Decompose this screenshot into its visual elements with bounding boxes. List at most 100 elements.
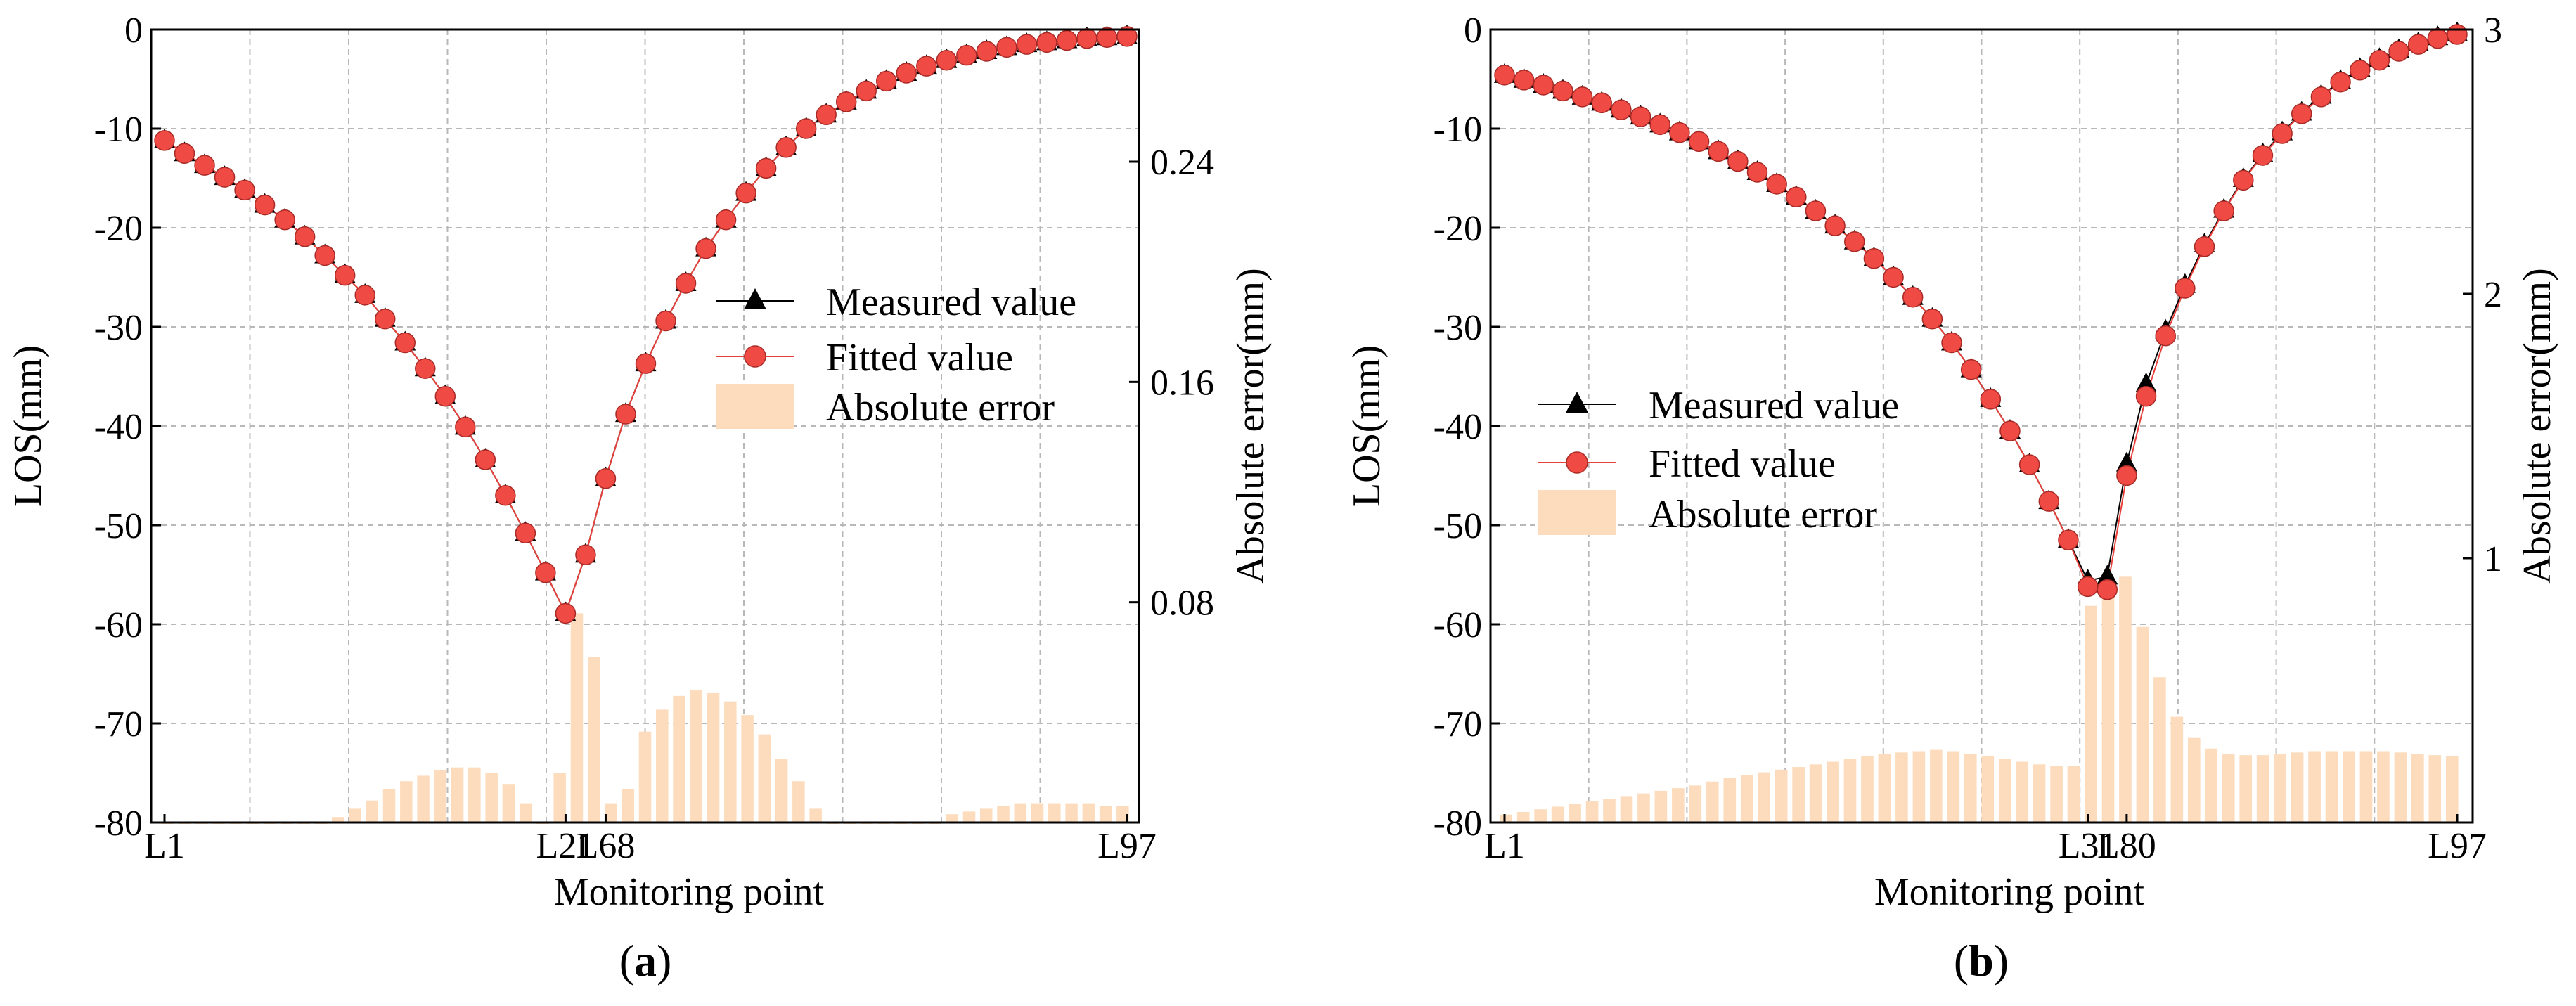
fitted-point [856,80,877,102]
y-ticks-b: 0 -10 -20 -30 -40 -50 -60 -70 -80 [1434,11,1500,844]
y-axis-label-a: LOS(mm) [6,345,50,507]
fitted-point [1766,174,1787,195]
fitted-point [1669,122,1690,143]
legend-error-label-b: Absolute error [1649,493,1877,536]
y-tick-label: -70 [1434,704,1482,744]
y-tick-label: 0 [1464,11,1482,51]
x-tick-label: L97 [2428,826,2487,866]
fitted-point [2252,145,2274,166]
error-bar [2291,752,2304,823]
error-bar [758,734,771,823]
fitted-point [1805,200,1827,221]
error-bar [2033,764,2046,823]
fitted-point [2175,278,2196,299]
fitted-point [394,332,416,354]
fitted-point [1960,359,1982,380]
error-bar [553,773,566,823]
fitted-point [274,209,295,231]
y2-axis-label-b: Absolute error(mm) [2516,268,2559,583]
fitted-point [2097,579,2118,600]
error-bar [417,775,430,823]
error-bars-a [161,613,1129,824]
error-bar [1654,790,1668,823]
error-bar [434,770,447,823]
panel-a: 0 -10 -20 -30 -40 -50 -60 -70 -80 0.08 0.16 0.24 L… [6,11,1273,986]
fitted-point [2058,529,2079,550]
fitted-point [415,358,436,379]
fitted-point [1591,92,1613,114]
error-bar [1895,752,1908,823]
error-bar [1603,799,1616,823]
fitted-point [976,41,998,62]
error-bar [1861,756,1874,823]
error-bar [2428,755,2442,823]
error-bar [1585,801,1599,823]
error-bar [2085,605,2097,823]
gridlines-b [1490,30,2473,823]
y2-tick-label: 2 [2484,275,2502,315]
y2-tick-label: 0.08 [1150,583,1214,624]
error-bar [1116,806,1129,823]
error-bar [2274,754,2286,823]
y-tick-label: -60 [1434,605,1482,645]
fitted-point [896,63,917,84]
fitted-point [2038,491,2060,512]
caption-close-a: ) [657,936,671,986]
error-bar [2308,751,2321,823]
legend-error-label-a: Absolute error [826,386,1055,430]
error-bar [366,800,379,823]
fitted-point [956,44,977,66]
y-tick-label: -40 [1434,407,1482,447]
error-bar [451,767,464,823]
series-markers-b [1494,21,2468,600]
fitted-point [2116,465,2137,486]
error-bar [1878,754,1891,823]
error-bar [2445,756,2459,823]
fitted-point [735,182,756,204]
fitted-point [916,56,937,77]
error-bar [2050,766,2063,823]
error-bar [1516,811,1530,823]
error-bar [2101,584,2115,823]
fitted-point [1036,32,1057,53]
fitted-point [1980,389,2002,410]
error-bar [1706,781,1719,823]
error-bar [1809,764,1822,823]
fitted-point [1921,308,1943,330]
error-bar [468,767,481,823]
error-bar [724,701,737,823]
y-tick-label: 0 [124,11,143,51]
fitted-point [816,104,837,126]
fitted-point [1513,70,1535,91]
y-tick-label: -20 [94,209,143,249]
error-bar [809,808,822,823]
x-axis-label-a: Monitoring point [554,870,825,914]
fitted-point [2427,27,2449,49]
fitted-point [1611,99,1632,120]
x-tick-label: L97 [1097,826,1157,866]
error-bar [2205,748,2218,823]
y-tick-label: -80 [94,804,143,844]
error-bar [962,811,976,823]
error-bar [1637,793,1650,823]
caption-letter-a: a [634,936,657,986]
error-bar [1048,803,1061,823]
fitted-point [1630,106,1651,127]
y2-ticks-a: 0.08 0.16 0.24 [1129,143,1214,624]
y-ticks-a: 0 -10 -20 -30 -40 -50 -60 -70 -80 [94,11,161,844]
y-axis-label-b: LOS(mm) [1345,345,1389,507]
error-bar [2153,677,2166,823]
fitted-point [154,130,175,151]
error-bar [1912,751,1926,823]
fitted-point [1116,26,1138,47]
error-bar [1740,775,1753,823]
fitted-point [2272,123,2293,144]
y2-ticks-b: 1 2 3 [2463,11,2502,579]
x-tick-label: L31 [2059,826,2118,866]
x-tick-label: L68 [577,826,636,866]
fitted-point [555,602,577,624]
error-bar [622,789,634,823]
error-bar [2325,751,2338,823]
caption-close-b: ) [1994,936,2009,986]
